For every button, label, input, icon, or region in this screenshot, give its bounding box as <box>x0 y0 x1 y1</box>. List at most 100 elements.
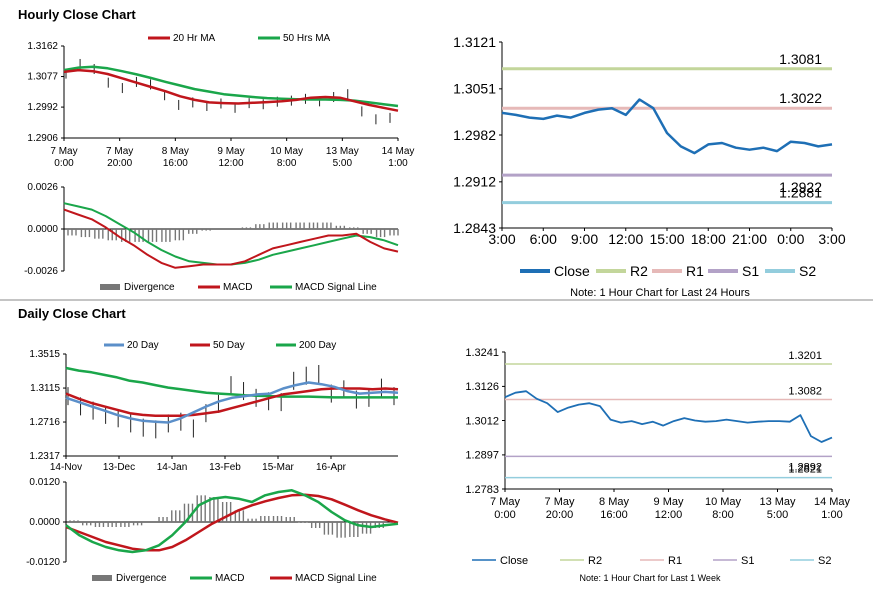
hourly_levels-x-tick-label: 18:00 <box>691 231 726 247</box>
hourly_levels-legend-label-s2: S2 <box>799 263 816 279</box>
daily_levels-x-tick-label: 16:00 <box>600 509 628 521</box>
hourly-price-x-tick-label: 13 May <box>326 146 359 157</box>
daily-macd-legend-macd-label: MACD <box>215 573 244 584</box>
hourly-price-x-tick-label: 14 May <box>382 146 415 157</box>
daily_levels-x-tick-label: 8 May <box>599 496 629 508</box>
daily-price-y-tick-label: 1.3515 <box>29 349 60 360</box>
hourly_levels-y-tick-label: 1.2912 <box>453 174 496 190</box>
hourly_levels-legend-label-s1: S1 <box>742 263 759 279</box>
daily-macd-legend-signal-label: MACD Signal Line <box>295 573 377 584</box>
hourly-price-x-tick-label: 1:00 <box>388 158 408 169</box>
daily_levels-x-tick-label: 0:00 <box>494 509 515 521</box>
hourly-price-x-tick-label: 7 May <box>50 146 77 157</box>
daily-macd-legend-divergence-swatch <box>92 575 112 581</box>
hourly-macd-legend-macd-label: MACD <box>223 282 252 293</box>
daily-macd-y-tick-label: 0.0120 <box>29 477 60 488</box>
hourly_levels-x-tick-label: 12:00 <box>608 231 643 247</box>
daily-legend-50day-label: 50 Day <box>213 340 245 351</box>
daily_levels-y-tick-label: 1.2783 <box>465 484 499 496</box>
hourly_levels-legend-label-close: Close <box>554 263 590 279</box>
daily_levels-level-label-s1: 1.2892 <box>788 461 822 473</box>
hourly-section-title: Hourly Close Chart <box>18 7 136 22</box>
daily_levels-x-tick-label: 14 May <box>814 496 851 508</box>
daily-price-x-tick-label: 16-Apr <box>316 462 347 473</box>
hourly_levels-x-tick-label: 6:00 <box>530 231 557 247</box>
hourly-macd-y-tick-label: 0.0026 <box>27 182 58 193</box>
daily-macd-y-tick-label: 0.0000 <box>29 517 60 528</box>
daily_levels-x-tick-label: 8:00 <box>712 509 733 521</box>
daily_levels-level-label-s2: 1.2821 <box>788 464 822 476</box>
daily_levels-close-line <box>504 390 833 443</box>
hourly_levels-close-line <box>501 98 833 155</box>
hourly-price-y-tick-label: 1.2992 <box>27 102 58 113</box>
hourly-macd-legend-divergence-label: Divergence <box>124 282 175 293</box>
hourly-legend-ma50-label: 50 Hrs MA <box>283 33 331 44</box>
daily-price-x-tick-label: 14-Jan <box>157 462 188 473</box>
daily-legend-20day-label: 20 Day <box>127 340 159 351</box>
daily-ma20-line <box>65 381 399 424</box>
daily-section-title: Daily Close Chart <box>18 306 126 321</box>
hourly-macd-y-tick-label: -0.0026 <box>24 266 58 277</box>
hourly-price-x-tick-label: 8 May <box>162 146 189 157</box>
daily_levels-legend-label-s1: S1 <box>741 555 754 567</box>
hourly_levels-x-tick-label: 9:00 <box>571 231 598 247</box>
daily_levels-legend-label-r2: R2 <box>588 555 602 567</box>
daily-legend-200day-label: 200 Day <box>299 340 336 351</box>
hourly-macd-legend-signal-label: MACD Signal Line <box>295 282 377 293</box>
hourly-price-x-tick-label: 9 May <box>217 146 244 157</box>
daily-price-x-tick-label: 15-Mar <box>262 462 294 473</box>
hourly_levels-level-label-s2: 1.2881 <box>779 185 822 201</box>
hourly-price-y-tick-label: 1.3162 <box>27 41 58 52</box>
hourly-price-y-tick-label: 1.2906 <box>27 133 58 144</box>
hourly_levels-y-tick-label: 1.2982 <box>453 127 496 143</box>
daily_levels-x-tick-label: 7 May <box>545 496 575 508</box>
hourly_levels-y-tick-label: 1.3051 <box>453 81 496 97</box>
hourly-macd-y-tick-label: 0.0000 <box>27 224 58 235</box>
daily_levels-y-tick-label: 1.3126 <box>465 381 499 393</box>
daily_levels-y-tick-label: 1.3012 <box>465 415 499 427</box>
daily_levels-level-label-r1: 1.3082 <box>788 386 822 398</box>
hourly-macd-line <box>63 208 399 269</box>
hourly-price-x-tick-label: 20:00 <box>107 158 132 169</box>
hourly-price-x-tick-label: 0:00 <box>54 158 74 169</box>
hourly_levels-legend-label-r1: R1 <box>686 263 704 279</box>
hourly_levels-note: Note: 1 Hour Chart for Last 24 Hours <box>570 287 750 299</box>
daily-ma50-line <box>65 387 399 417</box>
daily_levels-level-label-r2: 1.3201 <box>788 350 822 362</box>
daily_levels-x-tick-label: 20:00 <box>546 509 574 521</box>
daily_levels-note: Note: 1 Hour Chart for Last 1 Week <box>580 573 721 583</box>
hourly_levels-x-tick-label: 21:00 <box>732 231 767 247</box>
hourly_levels-y-tick-label: 1.3121 <box>453 34 496 50</box>
daily-price-y-tick-label: 1.2317 <box>29 451 60 462</box>
daily-price-x-tick-label: 14-Nov <box>50 462 82 473</box>
daily_levels-x-tick-label: 9 May <box>654 496 684 508</box>
hourly_levels-x-tick-label: 3:00 <box>488 231 515 247</box>
daily-price-x-tick-label: 13-Dec <box>103 462 135 473</box>
hourly-price-x-tick-label: 8:00 <box>277 158 297 169</box>
daily_levels-x-tick-label: 13 May <box>759 496 796 508</box>
hourly-price-x-tick-label: 12:00 <box>218 158 243 169</box>
hourly-ma20-line <box>63 68 399 112</box>
daily_levels-legend-label-s2: S2 <box>818 555 831 567</box>
daily-macd-y-tick-label: -0.0120 <box>26 557 60 568</box>
daily-ma200-line <box>65 366 398 399</box>
daily_levels-x-tick-label: 12:00 <box>655 509 683 521</box>
daily_levels-y-tick-label: 1.3241 <box>465 347 499 359</box>
daily-macd-line <box>65 489 399 554</box>
hourly-macd-legend-divergence-swatch <box>100 284 120 290</box>
daily_levels-x-tick-label: 1:00 <box>821 509 842 521</box>
hourly-legend-ma20-label: 20 Hr MA <box>173 33 216 44</box>
daily-macd-legend-divergence-label: Divergence <box>116 573 167 584</box>
hourly_levels-y-tick-label: 1.2843 <box>453 220 496 236</box>
hourly_levels-x-tick-label: 3:00 <box>818 231 845 247</box>
daily-price-y-tick-label: 1.2716 <box>29 417 60 428</box>
hourly-price-y-tick-label: 1.3077 <box>27 72 58 83</box>
hourly-price-x-tick-label: 10 May <box>270 146 303 157</box>
daily-price-x-tick-label: 13-Feb <box>209 462 241 473</box>
hourly-price-x-tick-label: 16:00 <box>163 158 188 169</box>
hourly-price-x-tick-label: 5:00 <box>333 158 353 169</box>
daily_levels-legend-label-close: Close <box>500 555 528 567</box>
hourly_levels-level-label-r1: 1.3022 <box>779 90 822 106</box>
hourly_levels-legend-label-r2: R2 <box>630 263 648 279</box>
